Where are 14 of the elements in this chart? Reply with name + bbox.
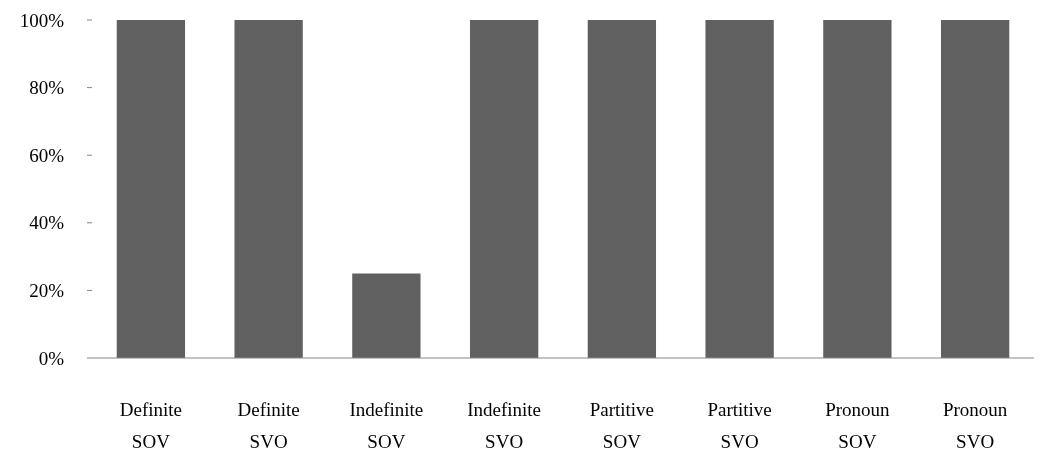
x-tick-label: Indefinite SOV: [349, 399, 424, 452]
y-tick-label: 0%: [38, 347, 65, 369]
y-tick-label: 20%: [29, 280, 65, 302]
y-tick-label: 80%: [29, 77, 65, 99]
x-tick-label: Pronoun SOV: [825, 399, 891, 452]
y-tick-label: 100%: [19, 9, 65, 31]
y-tick-label: 60%: [29, 144, 65, 166]
x-tick-label: Partitive SOV: [589, 399, 655, 452]
x-tick-label: Definite SVO: [237, 399, 300, 452]
x-tick-label: Partitive SVO: [707, 399, 772, 452]
y-tick-label: 40%: [29, 212, 65, 234]
x-tick-label: Definite SOV: [119, 399, 183, 452]
x-tick-label: Pronoun SVO: [942, 399, 1008, 452]
x-tick-label: Indefinite SVO: [467, 399, 542, 452]
